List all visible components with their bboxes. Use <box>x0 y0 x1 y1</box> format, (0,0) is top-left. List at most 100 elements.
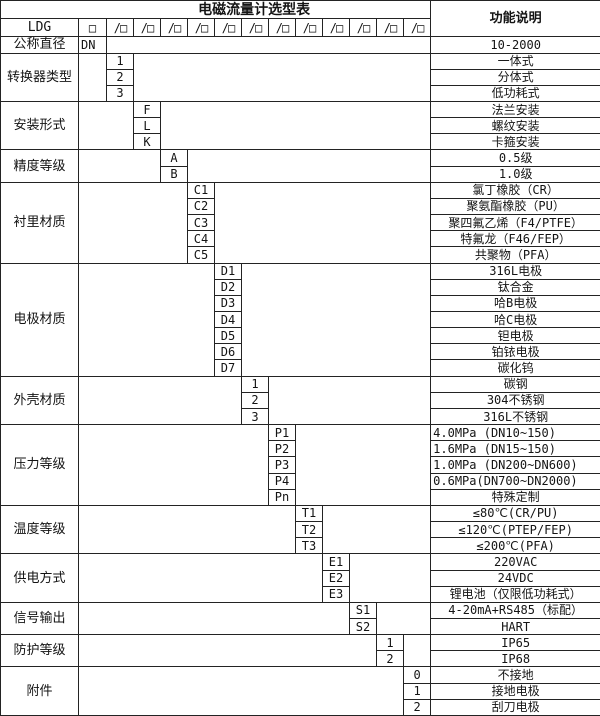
category-label: 供电方式 <box>0 553 79 603</box>
code-cell: P3 <box>268 456 296 474</box>
code-cell: F <box>133 100 161 119</box>
category-label: 附件 <box>0 666 79 716</box>
code-cell: 2 <box>241 391 269 409</box>
spacer-cell <box>132 52 432 102</box>
code-cell: Pn <box>268 488 296 506</box>
spacer-cell <box>294 424 432 506</box>
description-cell: ≤80℃(CR/PU) <box>430 504 600 523</box>
model-slot-checkbox: /□ <box>268 18 296 38</box>
section-signal-output: 信号输出 S1 4-20mA+RS485（标配） <box>0 601 600 636</box>
description-cell: 刮刀电极 <box>430 698 600 716</box>
section-row: D5 钽电极 <box>1 327 600 345</box>
category-label: 防护等级 <box>0 634 79 668</box>
description-cell: ≤120℃(PTEP/FEP) <box>430 521 600 539</box>
description-cell: 304不锈钢 <box>430 391 600 409</box>
model-base-checkbox: □ <box>78 18 107 38</box>
code-cell: L <box>133 117 161 135</box>
category-label: 电极材质 <box>0 262 79 377</box>
section-row: P2 1.6MPa (DN15~150) <box>1 440 600 458</box>
code-cell: 3 <box>106 84 134 102</box>
code-cell: 0 <box>402 666 432 684</box>
spacer-cell <box>78 181 188 264</box>
model-slot-checkbox: /□ <box>322 18 350 38</box>
code-cell: 3 <box>241 407 269 426</box>
description-cell: 分体式 <box>430 68 600 86</box>
description-cell: 低功耗式 <box>430 84 600 102</box>
code-cell: D1 <box>214 262 242 280</box>
section-electrode-material: 电极材质 D1 316L电极 <box>0 262 600 377</box>
spacer-cell <box>186 149 432 183</box>
table-title: 电磁流量计选型表 <box>0 0 432 20</box>
description-cell: 氯丁橡胶（CR） <box>430 181 600 199</box>
code-cell: E1 <box>322 553 350 571</box>
code-cell: 2 <box>106 68 134 86</box>
code-cell: 2 <box>376 650 404 668</box>
description-cell: IP65 <box>430 634 600 652</box>
code-cell: S1 <box>349 601 377 619</box>
description-cell: 共聚物（PFA） <box>430 246 600 264</box>
description-cell: 一体式 <box>430 52 600 70</box>
spacer-cell <box>78 375 242 426</box>
code-cell: B <box>160 165 188 183</box>
model-slot-checkbox: /□ <box>133 18 161 38</box>
section-row: 3 低功耗式 <box>1 84 600 102</box>
description-cell: 1.0MPa (DN200~DN600) <box>430 456 600 474</box>
model-slot-checkbox: /□ <box>241 18 269 38</box>
description-cell: 聚氨酯橡胶（PU） <box>430 197 600 216</box>
spacer-cell <box>321 504 432 555</box>
category-label: 精度等级 <box>0 149 79 183</box>
spacer-cell <box>78 149 161 183</box>
description-cell: 哈B电极 <box>430 294 600 313</box>
description-cell: 碳化钨 <box>430 359 600 377</box>
section-row: 2 304不锈钢 <box>1 391 600 409</box>
description-cell: 不接地 <box>430 666 600 684</box>
function-header: 功能说明 <box>430 0 600 38</box>
spacer-cell <box>78 666 404 716</box>
description-cell: 316L不锈钢 <box>430 407 600 426</box>
code-cell: D2 <box>214 278 242 296</box>
spacer-cell <box>78 424 269 506</box>
code-cell: 1 <box>402 682 432 700</box>
category-label: 外壳材质 <box>0 375 79 426</box>
spacer-cell <box>78 601 350 636</box>
model-slot-checkbox: /□ <box>106 18 134 38</box>
description-cell: 碳钢 <box>430 375 600 393</box>
category-label: 温度等级 <box>0 504 79 555</box>
description-cell: 4-20mA+RS485（标配） <box>430 601 600 619</box>
code-cell: T2 <box>295 521 323 539</box>
spacer-cell <box>375 601 432 636</box>
description-cell: 法兰安装 <box>430 100 600 119</box>
code-cell: C4 <box>187 230 215 248</box>
model-slot-checkbox: /□ <box>376 18 404 38</box>
section-row: D3 哈B电极 <box>1 294 600 313</box>
description-cell: 特殊定制 <box>430 488 600 506</box>
section-nominal-diameter: 公称直径 DN 10-2000 <box>0 36 600 54</box>
description-cell: 钛合金 <box>430 278 600 296</box>
description-cell: 铂铱电极 <box>430 343 600 361</box>
code-cell: E3 <box>322 585 350 603</box>
section-installation-type: 安装形式 F 法兰安装 <box>0 100 600 151</box>
description-cell: 聚四氟乙烯（F4/PTFE） <box>430 214 600 232</box>
spacer-cell <box>78 262 215 377</box>
section-row: 1 接地电极 <box>1 682 600 700</box>
category-label: 安装形式 <box>0 100 79 151</box>
spacer-cell <box>348 553 432 603</box>
category-label: 转换器类型 <box>0 52 79 102</box>
description-cell: 24VDC <box>430 569 600 587</box>
code-cell: C3 <box>187 214 215 232</box>
code-cell: T3 <box>295 537 323 555</box>
spacer-cell <box>78 100 134 151</box>
description-cell: 220VAC <box>430 553 600 571</box>
code-cell: S2 <box>349 617 377 636</box>
code-cell: A <box>160 149 188 167</box>
spacer-cell <box>78 52 107 102</box>
description-cell: 0.5级 <box>430 149 600 167</box>
description-cell: HART <box>430 617 600 636</box>
section-pressure-rating: 压力等级 P1 4.0MPa (DN10~150) <box>0 424 600 506</box>
section-accessories: 附件 0 不接地 <box>0 666 600 716</box>
code-cell: 1 <box>106 52 134 70</box>
code-cell: P1 <box>268 424 296 442</box>
code-cell: DN <box>78 36 107 54</box>
spacer-cell <box>213 181 432 264</box>
model-slot-checkbox: /□ <box>295 18 323 38</box>
